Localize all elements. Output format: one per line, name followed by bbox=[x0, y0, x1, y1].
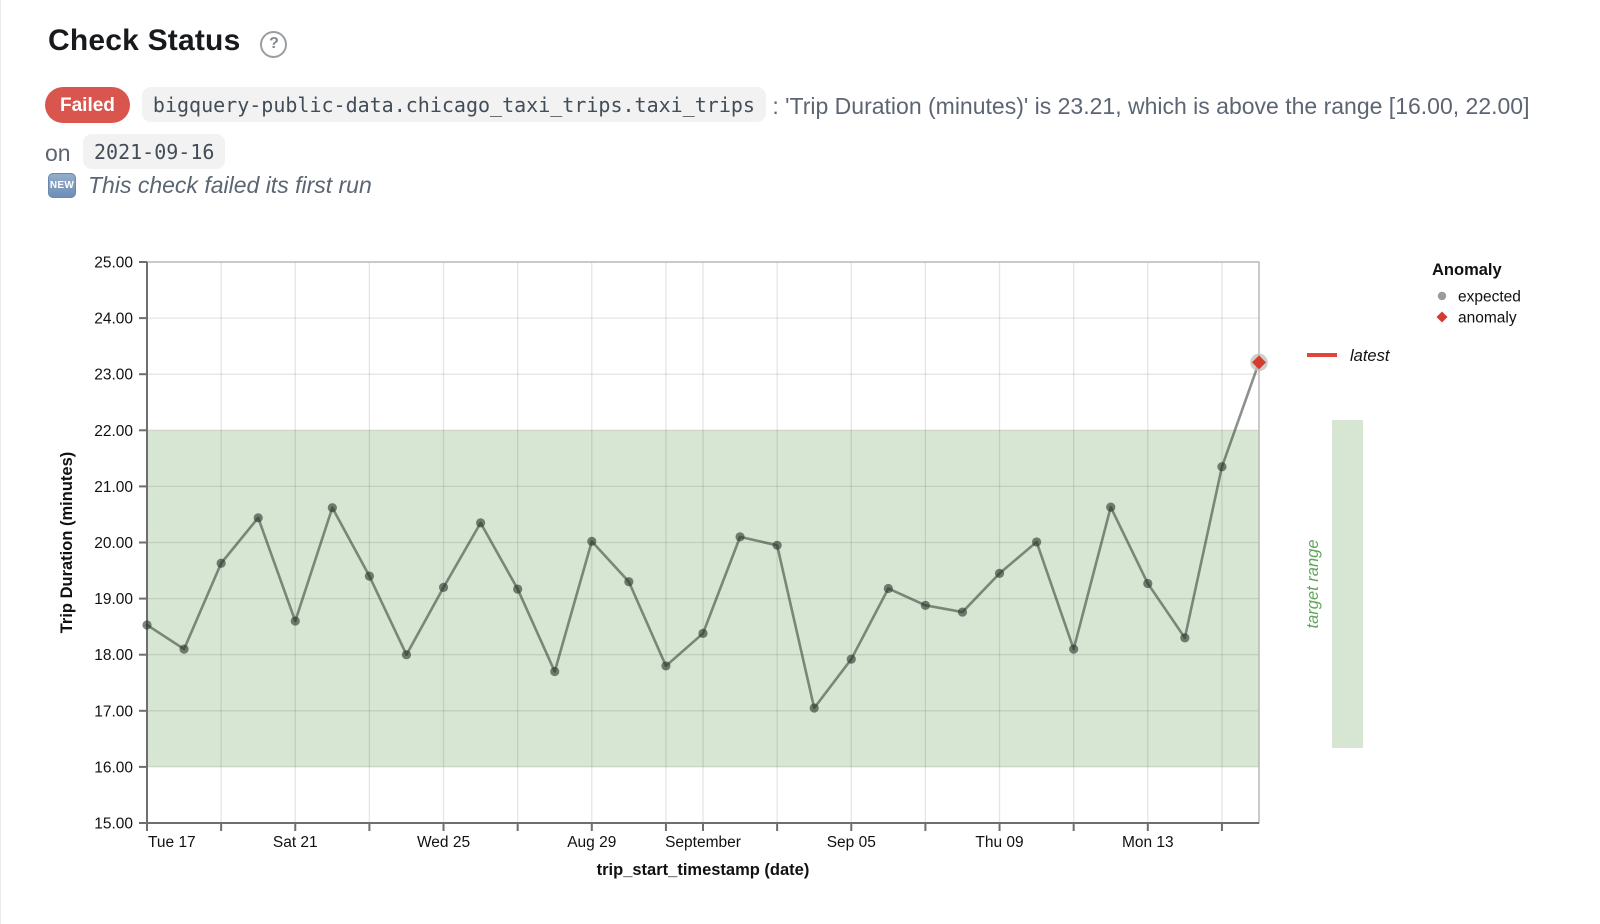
check-status-message: Failed bigquery-public-data.chicago_taxi_… bbox=[45, 82, 1560, 176]
x-tick-label: September bbox=[665, 834, 741, 851]
x-tick-label: Wed 25 bbox=[417, 834, 470, 851]
expected-point bbox=[1032, 537, 1042, 547]
expected-point bbox=[994, 568, 1005, 578]
anomaly-diamond-icon bbox=[1252, 355, 1266, 370]
expected-point bbox=[327, 503, 337, 513]
target-range-band bbox=[147, 430, 1259, 767]
legend-expected-dot-icon bbox=[1437, 291, 1447, 301]
expected-point bbox=[883, 583, 893, 594]
legend-latest-label: latest bbox=[1350, 347, 1391, 365]
legend-title: Anomaly bbox=[1432, 261, 1503, 279]
x-tick-label: Tue 17 bbox=[148, 834, 196, 851]
expected-point bbox=[957, 607, 968, 617]
expected-point bbox=[624, 577, 634, 587]
check-status-chart: 15.00 16.00 17.00 18.00 19.00 20.00 21.00 22.00… bbox=[0, 245, 1600, 924]
x-tick-label: Mon 13 bbox=[1122, 834, 1174, 851]
anomaly-point bbox=[1250, 353, 1268, 372]
legend-anomaly-label: anomaly bbox=[1458, 310, 1517, 327]
expected-point bbox=[772, 540, 782, 550]
expected-point bbox=[142, 620, 152, 630]
expected-point bbox=[1106, 502, 1116, 512]
expected-point bbox=[550, 666, 560, 677]
expected-point bbox=[364, 571, 374, 581]
y-tick-labels: 15.00 16.00 17.00 18.00 19.00 20.00 21.00 22.00… bbox=[94, 255, 133, 833]
y-tick-label: 25.00 bbox=[94, 255, 133, 272]
x-axis-title: trip_start_timestamp (date) bbox=[597, 861, 810, 879]
legend-target-range-label: target range bbox=[1304, 540, 1322, 629]
x-tick-label: Sep 05 bbox=[827, 834, 876, 851]
status-badge: Failed bbox=[45, 87, 130, 123]
y-axis-title: Trip Duration (minutes) bbox=[58, 452, 76, 634]
legend: Anomaly expected anomaly latest target range bbox=[1304, 261, 1521, 748]
axes bbox=[139, 261, 1259, 831]
gridlines bbox=[147, 262, 1259, 823]
status-message-text: : 'Trip Duration (minutes)' is 23.21, wh… bbox=[45, 93, 1530, 166]
expected-point bbox=[179, 644, 189, 654]
first-run-note-text: This check failed its first run bbox=[88, 172, 372, 198]
expected-point bbox=[1180, 633, 1190, 643]
table-reference-chip: bigquery-public-data.chicago_taxi_trips.… bbox=[141, 87, 766, 122]
new-icon: NEW bbox=[48, 173, 76, 198]
expected-point bbox=[1217, 462, 1227, 472]
x-tick-labels: Tue 17 Sat 21 Wed 25 Aug 29 September Sep 05 T… bbox=[148, 834, 1174, 851]
expected-point bbox=[1143, 578, 1153, 589]
y-tick-label: 15.00 bbox=[94, 816, 133, 833]
expected-point bbox=[698, 628, 708, 638]
expected-point bbox=[216, 558, 226, 568]
expected-point bbox=[1069, 644, 1079, 654]
help-icon[interactable]: ? bbox=[260, 30, 288, 58]
y-tick-label: 17.00 bbox=[94, 703, 133, 720]
y-tick-label: 21.00 bbox=[94, 479, 133, 496]
expected-point bbox=[253, 513, 263, 523]
y-tick-label: 19.00 bbox=[94, 591, 133, 608]
expected-point bbox=[290, 616, 300, 626]
expected-point bbox=[809, 703, 819, 713]
y-tick-label: 23.00 bbox=[94, 367, 133, 384]
page-header: Check Status ? bbox=[48, 24, 288, 58]
legend-target-range-swatch bbox=[1332, 420, 1363, 748]
legend-expected-label: expected bbox=[1458, 289, 1521, 306]
x-tick-label: Sat 21 bbox=[273, 834, 318, 851]
y-tick-label: 16.00 bbox=[94, 759, 133, 776]
x-tick-label: Aug 29 bbox=[567, 834, 616, 851]
expected-point bbox=[476, 518, 486, 528]
expected-point bbox=[920, 600, 931, 610]
first-run-note: NEW This check failed its first run bbox=[48, 172, 372, 199]
page-title: Check Status bbox=[48, 24, 241, 57]
expected-point bbox=[438, 582, 449, 592]
y-tick-label: 22.00 bbox=[94, 423, 133, 440]
page-left-border bbox=[0, 0, 1, 924]
y-tick-label: 20.00 bbox=[94, 535, 133, 552]
y-tick-label: 18.00 bbox=[94, 647, 133, 664]
expected-point bbox=[735, 532, 745, 542]
expected-points bbox=[142, 462, 1227, 713]
expected-point bbox=[401, 650, 412, 660]
expected-point bbox=[587, 536, 597, 546]
y-tick-label: 24.00 bbox=[94, 311, 133, 328]
expected-point bbox=[513, 584, 523, 594]
expected-point bbox=[846, 654, 856, 664]
legend-anomaly-diamond-icon bbox=[1436, 311, 1448, 323]
trip-duration-plot: 15.00 16.00 17.00 18.00 19.00 20.00 21.00 22.00… bbox=[58, 255, 1521, 880]
date-chip: 2021-09-16 bbox=[82, 134, 226, 169]
expected-point bbox=[661, 661, 671, 671]
x-tick-label: Thu 09 bbox=[975, 834, 1023, 851]
